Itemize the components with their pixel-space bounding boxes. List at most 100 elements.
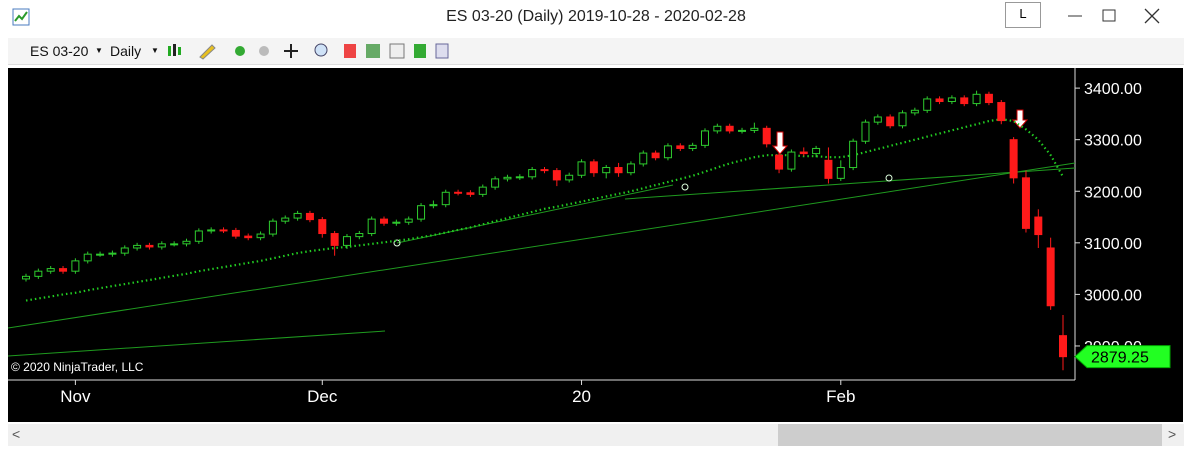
strategy[interactable] — [259, 46, 269, 56]
crosshair[interactable] — [284, 44, 298, 58]
x-tick-label: Dec — [307, 387, 338, 406]
candle-body — [182, 240, 191, 245]
dropdown-arrow[interactable]: ▼ — [95, 46, 103, 55]
scrollbar[interactable]: < > — [8, 424, 1184, 446]
indicator[interactable] — [235, 46, 245, 56]
window-title: ES 03-20 (Daily) 2019-10-28 - 2020-02-28 — [446, 8, 746, 25]
toolbar-icons — [168, 43, 449, 60]
candle-body — [1034, 216, 1043, 236]
interval-selector[interactable]: Daily — [110, 43, 142, 59]
y-tick-label: 3300.00 — [1084, 133, 1142, 150]
candle — [466, 190, 475, 197]
candle-body — [836, 167, 845, 179]
candle-body — [663, 145, 672, 159]
draw-tool[interactable] — [199, 44, 216, 60]
last-price-tag — [1074, 345, 1171, 369]
candle — [799, 147, 808, 157]
candle — [750, 122, 759, 133]
candle — [491, 176, 500, 190]
scroll-left[interactable]: < — [12, 426, 21, 442]
candle — [762, 125, 771, 148]
candle-body — [861, 121, 870, 142]
trade[interactable] — [414, 44, 426, 58]
candle-body — [700, 130, 709, 146]
candle — [503, 174, 512, 182]
chart-style[interactable] — [168, 44, 181, 56]
candle-body — [268, 220, 277, 235]
candle-body — [849, 140, 858, 169]
candle — [639, 150, 648, 167]
properties[interactable] — [366, 44, 380, 58]
candle-body — [873, 116, 882, 123]
arrows — [771, 109, 1029, 155]
candle-body — [133, 244, 142, 249]
candle — [861, 119, 870, 144]
candle — [34, 268, 43, 279]
candle — [552, 168, 561, 187]
candle — [108, 250, 117, 257]
candle-body — [750, 127, 759, 131]
candle — [342, 234, 351, 250]
close[interactable] — [1144, 8, 1160, 24]
app-icon — [12, 8, 30, 26]
candle — [898, 110, 907, 129]
candle — [688, 142, 697, 152]
zoom[interactable] — [314, 43, 328, 57]
candle-body — [787, 151, 796, 170]
candle-body — [478, 186, 487, 195]
candle-body — [503, 176, 512, 180]
candle — [960, 95, 969, 107]
candle — [812, 145, 821, 158]
templates[interactable] — [389, 43, 405, 59]
trend-line — [8, 162, 1076, 329]
window-controls — [1068, 8, 1160, 24]
candle-body — [886, 116, 895, 127]
candle — [441, 189, 450, 208]
candle — [429, 200, 438, 209]
candle-body — [318, 219, 327, 235]
layout-button[interactable]: L — [1005, 2, 1041, 28]
marker — [681, 183, 689, 191]
candle-body — [947, 97, 956, 103]
candle — [318, 217, 327, 238]
candle-body — [170, 243, 179, 246]
instrument-selector[interactable]: ES 03-20 — [30, 43, 89, 59]
candle — [713, 123, 722, 134]
candle-body — [923, 98, 932, 111]
candle — [133, 242, 142, 251]
candle — [528, 167, 537, 180]
candle — [725, 123, 734, 134]
candle-body — [96, 253, 105, 256]
dropdown-arrow[interactable]: ▼ — [151, 46, 159, 55]
candle-body — [491, 178, 500, 188]
candle-body — [231, 229, 240, 237]
candle-body — [392, 221, 401, 224]
window-linking[interactable] — [435, 43, 449, 59]
title-bar: ES 03-20 (Daily) 2019-10-28 - 2020-02-28… — [0, 0, 1192, 34]
chart: © 2020 NinjaTrader, LLC 2900.003000.0031… — [8, 68, 1183, 422]
last-price-label: 2879.25 — [1091, 350, 1149, 367]
candle-body — [565, 174, 574, 181]
maximize[interactable] — [1102, 9, 1116, 22]
candle-body — [775, 154, 784, 170]
candle-body — [997, 102, 1006, 122]
copyright: © 2020 NinjaTrader, LLC — [11, 360, 144, 374]
candle — [120, 245, 129, 256]
candle — [170, 241, 179, 247]
candle — [22, 273, 30, 282]
candle — [602, 164, 611, 179]
candle — [923, 96, 932, 113]
candle — [873, 114, 882, 125]
candle-body — [540, 169, 549, 172]
candle — [207, 227, 216, 234]
data-box[interactable] — [344, 44, 356, 58]
scroll-thumb[interactable] — [778, 424, 1162, 446]
candle — [984, 91, 993, 106]
candle — [738, 127, 747, 134]
candle — [1034, 209, 1043, 248]
scroll-right[interactable]: > — [1168, 426, 1177, 442]
candle — [935, 96, 944, 105]
candle-body — [688, 144, 697, 149]
candle — [392, 219, 401, 226]
candle-body — [417, 205, 426, 220]
